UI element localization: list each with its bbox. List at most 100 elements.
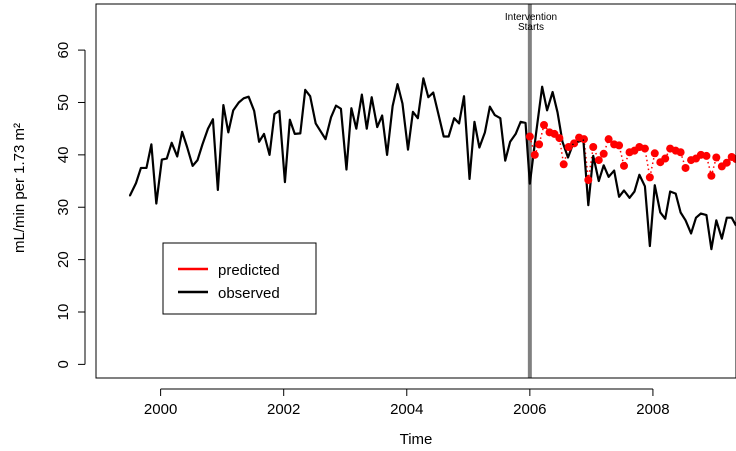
observed-point — [597, 180, 600, 182]
observed-point — [181, 131, 183, 133]
predicted-point — [594, 156, 603, 165]
observed-point — [186, 146, 188, 148]
observed-point — [150, 143, 153, 146]
observed-point — [427, 96, 430, 99]
observed-point — [319, 130, 322, 133]
observed-point — [350, 107, 353, 110]
observed-point — [679, 211, 682, 214]
predicted-point — [604, 135, 613, 144]
observed-point — [155, 202, 158, 205]
observed-point — [684, 219, 687, 222]
observed-point — [170, 142, 173, 144]
observed-point — [145, 167, 148, 169]
annotation-line-2: Starts — [518, 22, 544, 33]
observed-point — [161, 158, 163, 161]
predicted-point — [681, 163, 690, 172]
predicted-point — [620, 161, 628, 170]
legend-label-observed: observed — [218, 285, 280, 302]
observed-point — [340, 107, 342, 110]
observed-point — [284, 181, 286, 183]
observed-point — [201, 143, 204, 146]
observed-point — [473, 121, 476, 123]
observed-point — [253, 110, 255, 112]
observed-point — [207, 127, 209, 130]
observed-point — [453, 117, 455, 119]
observed-point — [442, 135, 445, 138]
observed-point — [649, 245, 651, 247]
legend: predicted observed — [162, 242, 317, 315]
predicted-point — [584, 176, 593, 184]
observed-point — [659, 211, 662, 214]
observed-point — [324, 138, 327, 140]
observed-point — [391, 105, 394, 107]
observed-point — [263, 133, 265, 135]
observed-point — [232, 109, 235, 112]
observed-point — [561, 140, 564, 143]
observed-point — [653, 184, 656, 187]
predicted-point — [589, 143, 598, 151]
y-tick-label: 20 — [55, 251, 72, 268]
observed-point — [273, 113, 276, 115]
observed-point — [212, 118, 214, 121]
plot-frame — [95, 3, 736, 379]
observed-point — [582, 139, 585, 141]
observed-point — [407, 148, 409, 151]
observed-point — [237, 101, 240, 104]
observed-point — [602, 164, 605, 167]
observed-point — [509, 140, 511, 143]
observed-point — [567, 156, 569, 159]
observed-point — [546, 109, 548, 112]
observed-point — [556, 111, 559, 114]
observed-point — [572, 143, 574, 146]
y-tick-label: 0 — [55, 360, 72, 368]
observed-point — [299, 132, 302, 135]
observed-point — [664, 217, 667, 220]
observed-point — [618, 195, 620, 198]
observed-point — [504, 159, 507, 162]
observed-point — [432, 91, 435, 94]
predicted-point — [707, 171, 716, 180]
x-tick-label: 2002 — [267, 401, 300, 418]
observed-point — [376, 126, 379, 128]
observed-point — [412, 111, 414, 113]
observed-point — [587, 204, 590, 206]
x-axis-title: Time — [400, 431, 433, 448]
observed-point — [721, 237, 723, 240]
observed-point — [674, 192, 677, 195]
observed-point — [365, 127, 368, 130]
observed-point — [129, 194, 131, 197]
observed-point — [463, 95, 465, 97]
observed-point — [725, 216, 728, 219]
predicted-point — [559, 160, 568, 169]
observed-point — [541, 85, 543, 88]
observed-point — [396, 83, 399, 85]
predicted-point — [580, 135, 588, 144]
observed-point — [361, 93, 363, 96]
observed-point — [330, 116, 332, 118]
legend-label-predicted: predicted — [218, 262, 280, 279]
observed-point — [140, 167, 142, 169]
observed-point — [484, 131, 486, 134]
observed-point — [381, 114, 383, 117]
observed-point — [222, 104, 225, 106]
observed-point — [628, 197, 631, 199]
predicted-point — [525, 132, 534, 141]
predicted-point — [676, 148, 685, 157]
observed-point — [289, 118, 291, 121]
observed-point — [730, 216, 733, 219]
observed-point — [493, 114, 496, 116]
observed-point — [638, 173, 641, 176]
observed-point — [165, 157, 168, 160]
predicted-point — [732, 155, 736, 164]
observed-point — [577, 140, 579, 143]
predicted-point — [615, 141, 624, 150]
observed-point — [370, 96, 373, 99]
observed-point — [401, 102, 404, 105]
observed-point — [458, 122, 460, 125]
annotation: Intervention Starts — [505, 12, 557, 33]
x-tick-label: 2000 — [144, 401, 177, 418]
predicted-point — [661, 154, 670, 163]
observed-point — [447, 135, 450, 138]
observed-point — [715, 219, 718, 222]
x-tick-label: 2004 — [390, 401, 423, 418]
